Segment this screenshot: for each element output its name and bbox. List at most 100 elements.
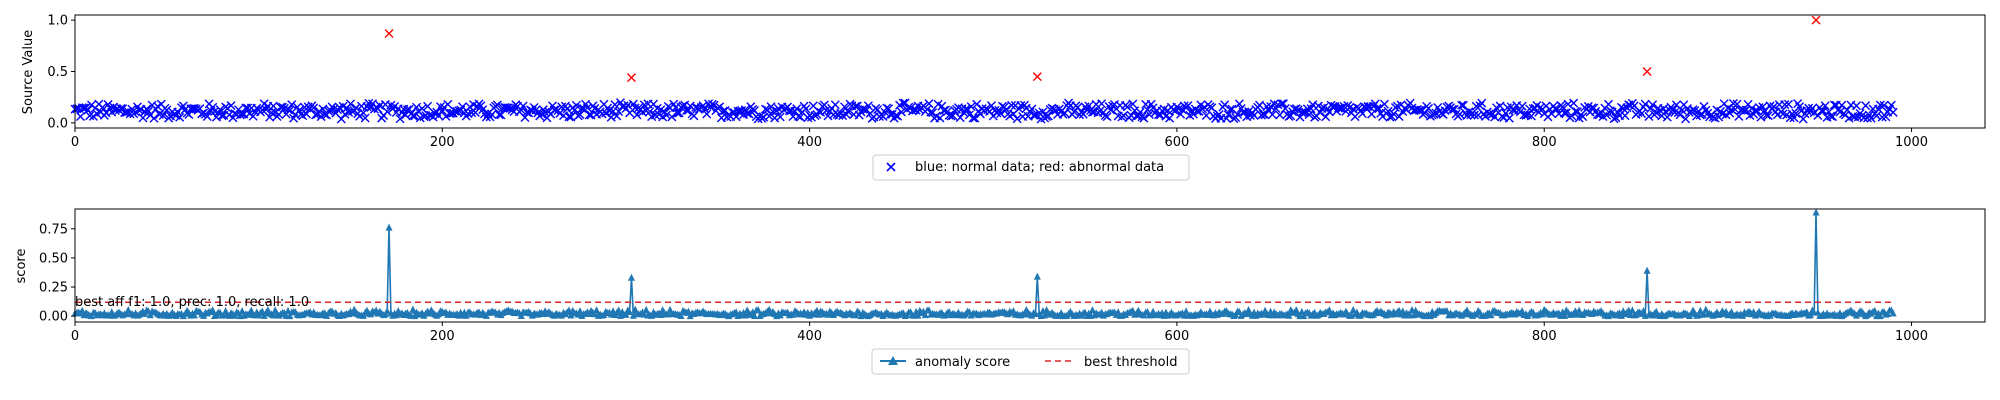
normal-point	[961, 104, 971, 114]
normal-point	[382, 107, 392, 117]
normal-point	[1365, 102, 1375, 112]
anomaly-score-marker	[1807, 311, 1815, 319]
normal-point	[768, 107, 778, 117]
normal-point	[458, 102, 468, 112]
top-legend: blue: normal data; red: abnormal data	[872, 154, 1190, 181]
anomaly-score-marker	[1538, 310, 1546, 318]
normal-point	[1881, 112, 1891, 122]
normal-point	[1495, 101, 1505, 111]
normal-point	[1681, 114, 1691, 124]
normal-point	[801, 104, 811, 114]
anomaly-score-marker	[146, 311, 154, 319]
x-tick-label: 200	[430, 135, 455, 150]
normal-point	[1240, 107, 1250, 117]
normal-point	[1027, 104, 1037, 114]
anomaly-score-marker	[1033, 272, 1041, 280]
normal-point	[1144, 109, 1154, 119]
normal-point	[1267, 110, 1277, 120]
normal-point	[630, 103, 640, 113]
normal-point	[672, 108, 682, 118]
normal-point	[1550, 104, 1560, 114]
normal-point	[873, 105, 883, 115]
normal-point	[582, 103, 592, 113]
normal-point	[1370, 99, 1380, 109]
normal-point	[689, 111, 699, 121]
normal-point	[966, 102, 976, 112]
y-tick-label: 1.0	[47, 14, 68, 29]
normal-point	[1504, 113, 1514, 123]
normal-point	[470, 108, 480, 118]
x-tick-label: 600	[1165, 329, 1190, 344]
normal-point	[1861, 101, 1871, 111]
anomaly-score-marker	[1088, 306, 1096, 314]
top-legend-box	[872, 154, 1190, 181]
normal-point	[1769, 101, 1779, 111]
x-tick-label: 0	[71, 135, 79, 150]
normal-point	[661, 110, 671, 120]
normal-point	[759, 112, 769, 122]
normal-point	[1728, 98, 1738, 108]
anomaly-score-marker	[626, 307, 634, 315]
normal-point	[1043, 111, 1053, 121]
normal-point	[685, 101, 695, 111]
normal-point	[417, 104, 427, 114]
normal-point	[1233, 109, 1243, 119]
normal-point	[667, 112, 677, 122]
normal-point	[1471, 101, 1481, 111]
normal-point	[1042, 111, 1052, 121]
top-y-axis-label: Source Value	[21, 30, 36, 114]
normal-point	[795, 112, 805, 122]
normal-point	[946, 111, 956, 121]
normal-point	[1207, 103, 1217, 113]
y-tick-label: 0.75	[39, 222, 68, 237]
normal-point	[1029, 110, 1039, 120]
normal-point	[935, 113, 945, 123]
x-tick-label: 800	[1532, 329, 1557, 344]
normal-point	[267, 108, 277, 118]
normal-point	[98, 102, 108, 112]
normal-point	[540, 107, 550, 117]
normal-point	[149, 113, 159, 123]
x-tick-label: 0	[71, 329, 79, 344]
normal-point	[318, 104, 328, 114]
normal-point	[1517, 101, 1527, 111]
y-tick-label: 0.5	[47, 65, 68, 80]
normal-point	[1130, 106, 1140, 116]
abnormal-point	[1032, 72, 1042, 82]
bottom-y-axis-label: score	[14, 249, 29, 284]
x-tick-label: 1000	[1895, 329, 1928, 344]
normal-point	[1012, 114, 1022, 124]
normal-point	[1798, 114, 1808, 124]
normal-point	[972, 99, 982, 109]
normal-point	[1578, 112, 1588, 122]
y-tick-label: 0.50	[39, 251, 68, 266]
normal-point	[125, 109, 135, 119]
legend-score-marker	[888, 356, 898, 365]
normal-point	[1275, 110, 1285, 120]
normal-point	[395, 114, 405, 124]
anomaly-score-marker	[1876, 312, 1884, 320]
normal-point	[423, 101, 433, 111]
normal-point	[494, 110, 504, 120]
x-tick-label: 400	[797, 135, 822, 150]
anomaly-score-marker	[1285, 311, 1293, 319]
anomaly-score-marker	[591, 310, 599, 318]
anomaly-score-marker	[593, 306, 601, 314]
y-tick-label: 0.00	[39, 310, 68, 325]
normal-point	[215, 105, 225, 115]
normal-point	[1570, 106, 1580, 116]
normal-point	[1328, 101, 1338, 111]
normal-point	[1223, 110, 1233, 120]
anomaly-score-marker	[1487, 311, 1495, 319]
normal-point	[575, 110, 585, 120]
anomaly-score-marker	[789, 310, 797, 318]
normal-point	[300, 102, 310, 112]
normal-point	[549, 105, 559, 115]
normal-point	[1850, 112, 1860, 122]
normal-point	[268, 101, 278, 111]
normal-point	[1389, 109, 1399, 119]
normal-point	[742, 108, 752, 118]
anomaly-score-marker	[1889, 309, 1897, 317]
normal-point	[775, 112, 785, 122]
